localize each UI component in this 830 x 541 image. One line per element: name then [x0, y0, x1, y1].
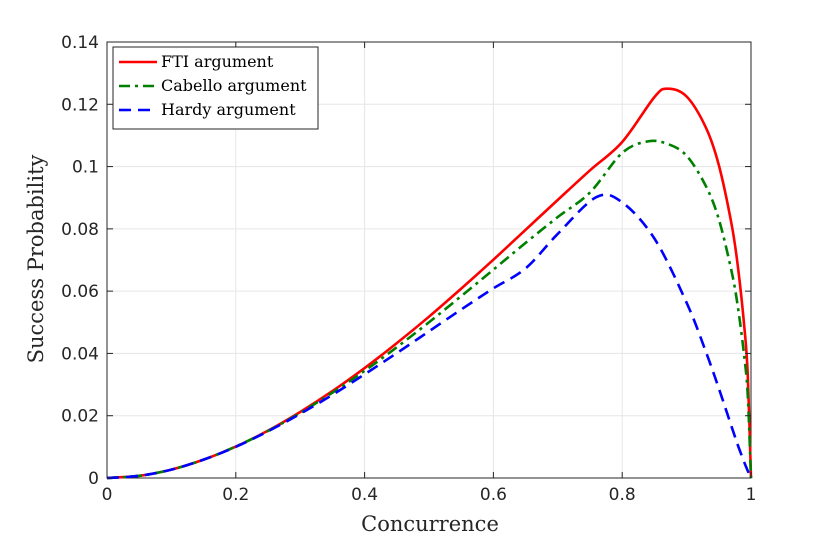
legend-box	[112, 46, 319, 130]
y-tick-label: 0.06	[61, 282, 99, 302]
cabello-argument-line	[106, 139, 753, 480]
x-tick-label: 0.2	[222, 485, 249, 505]
y-tick-label: 0.1	[72, 158, 99, 178]
y-axis-ticks: 0 0.02 0.04 0.06 0.08 0.1 0.12 0.14	[61, 33, 751, 489]
x-tick-label: 0.4	[351, 485, 378, 505]
y-tick-label: 0.02	[61, 407, 99, 427]
y-tick-label: 0	[88, 469, 99, 489]
legend-item-fti-label: FTI argument	[161, 52, 274, 71]
y-tick-label: 0.08	[61, 220, 99, 240]
y-axis-label: Success Probability	[24, 154, 48, 363]
fti-argument-line	[106, 87, 753, 480]
legend-item-hardy-label: Hardy argument	[161, 100, 296, 119]
x-axis-label: Concurrence	[361, 512, 499, 536]
x-tick-label: 0.6	[480, 485, 507, 505]
hardy-argument-line	[106, 193, 753, 480]
plot-border	[106, 41, 752, 479]
y-tick-label: 0.04	[61, 344, 99, 364]
grid-lines	[107, 42, 751, 478]
y-tick-label: 0.12	[61, 95, 99, 115]
plot-frame	[106, 41, 752, 479]
series-lines	[106, 87, 753, 480]
x-tick-label: 0.8	[609, 485, 636, 505]
x-axis-ticks: 0 0.2 0.4 0.6 0.8 1	[102, 42, 757, 505]
legend: FTI argument Cabello argument Hardy argume…	[112, 46, 319, 130]
x-tick-label: 0	[102, 485, 113, 505]
x-tick-label: 1	[746, 485, 757, 505]
legend-item-cabello-label: Cabello argument	[161, 76, 307, 95]
y-tick-label: 0.14	[61, 33, 99, 53]
